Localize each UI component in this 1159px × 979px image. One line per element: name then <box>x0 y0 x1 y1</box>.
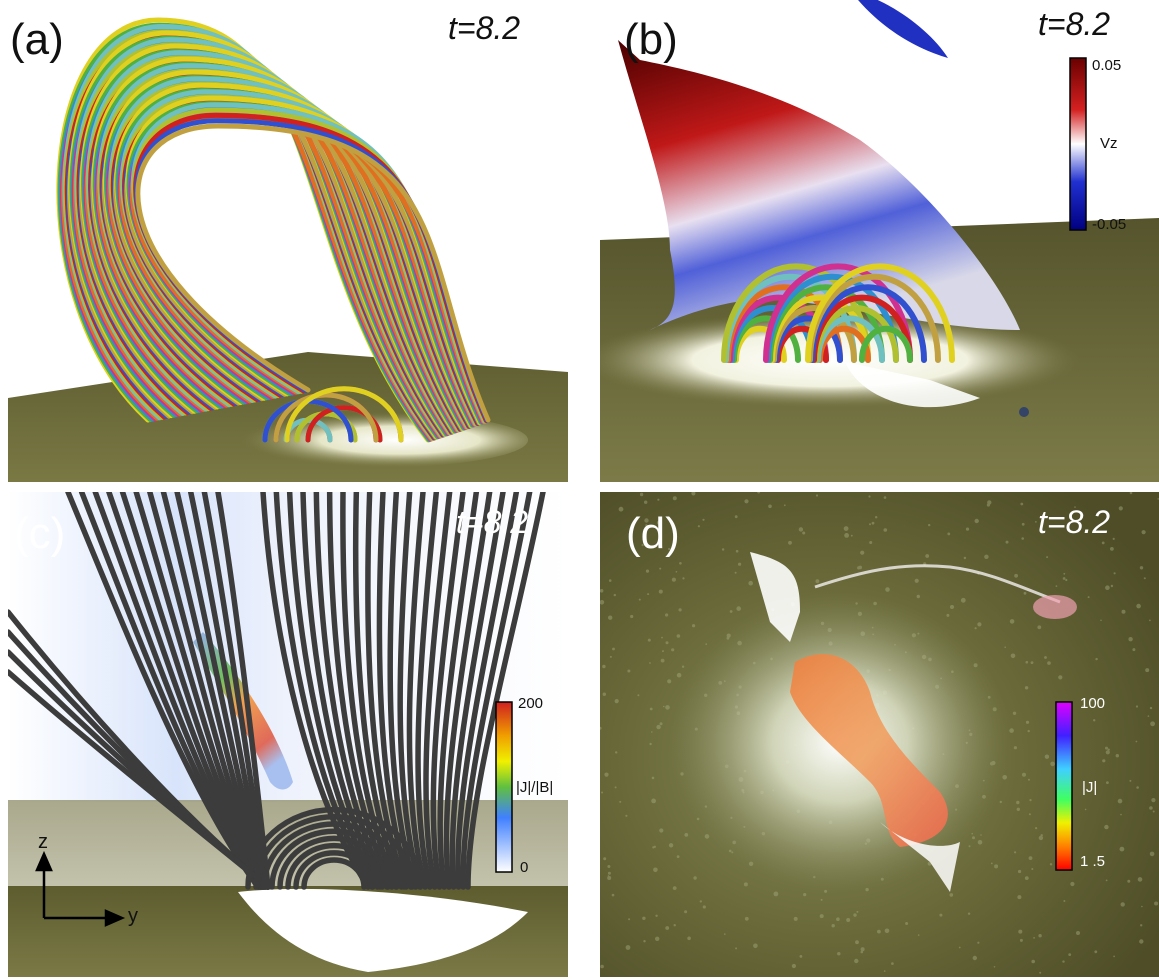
axis-label-z: z <box>38 831 48 853</box>
field-line <box>135 123 491 423</box>
field-line <box>443 492 493 890</box>
j-colorbar <box>1055 701 1073 871</box>
closed-loop <box>301 857 367 890</box>
time-label-a: t=8.2 <box>448 10 521 46</box>
field-line <box>187 492 269 890</box>
colorbar-max-b: 0.05 <box>1092 57 1122 74</box>
field-line <box>423 492 453 890</box>
panel-label-d: (d) <box>626 509 680 558</box>
panel-d-figure <box>600 492 1159 977</box>
colorbar-max-c: 200 <box>518 695 544 712</box>
panel-c: (c) t=8.2 200 |J|/|B| 0 z y <box>8 492 568 977</box>
field-line <box>313 492 390 890</box>
field-line <box>365 492 409 890</box>
closed-loop <box>293 850 375 890</box>
axis-triad <box>35 850 126 927</box>
post-flare-loop <box>859 325 913 363</box>
panel-a: (a) t=8.2 <box>8 0 568 482</box>
closed-loop <box>269 828 399 890</box>
field-line <box>174 492 269 890</box>
flare-ribbon <box>880 822 960 892</box>
closed-loop <box>253 814 415 890</box>
field-line <box>415 492 440 890</box>
panel-label-b: (b) <box>624 15 678 64</box>
time-label-d: t=8.2 <box>1038 504 1111 540</box>
colorbar-max-d: 100 <box>1080 695 1106 712</box>
panel-b-figure <box>600 0 1159 482</box>
time-label-b: t=8.2 <box>1038 6 1111 42</box>
panel-b: (b) t=8.2 0.05 Vz -0.05 <box>600 0 1159 482</box>
flux-rope-field-lines <box>56 17 491 443</box>
colorbar-title-b: Vz <box>1100 135 1118 152</box>
panel-c-figure <box>8 492 568 977</box>
time-label-c: t=8.2 <box>456 504 529 540</box>
panel-d: (d) t=8.2 100 |J| 1 .5 <box>600 492 1159 977</box>
bright-jet <box>750 552 800 642</box>
field-line <box>449 492 506 890</box>
small-feature <box>1019 407 1029 417</box>
low-loop <box>273 392 379 443</box>
panel-a-figure <box>8 17 568 482</box>
post-flare-loops <box>721 263 955 363</box>
field-line <box>340 492 400 890</box>
current-density-rope <box>790 653 948 847</box>
field-line <box>160 492 268 890</box>
closed-loop <box>277 835 391 890</box>
vz-colorbar <box>1069 57 1087 231</box>
low-loop <box>305 405 383 443</box>
field-lines <box>8 492 546 890</box>
remote-brightening <box>1033 595 1077 619</box>
velocity-sheet-isosurface <box>618 40 1020 330</box>
field-line <box>406 492 428 890</box>
flare-ribbon <box>845 362 980 408</box>
colorbar-title-c: |J|/|B| <box>516 779 554 796</box>
field-line <box>119 492 265 890</box>
colorbar-title-d: |J| <box>1082 779 1098 796</box>
field-line <box>460 492 533 890</box>
closed-loop <box>261 821 407 890</box>
closed-loop <box>245 806 423 890</box>
field-line <box>465 492 546 890</box>
field-line <box>8 669 271 890</box>
post-flare-loop <box>805 263 955 363</box>
field-line <box>133 492 266 890</box>
coronal-loop <box>814 564 1061 604</box>
colorbar-min-d: 1 .5 <box>1080 853 1106 870</box>
panel-label-c: (c) <box>14 509 66 558</box>
closed-loop <box>285 842 383 890</box>
colorbar-min-b: -0.05 <box>1092 216 1127 233</box>
colorbar-min-c: 0 <box>520 859 529 876</box>
ejecta-blob <box>858 0 948 58</box>
field-line <box>106 492 264 890</box>
field-line <box>437 492 480 890</box>
jb-colorbar <box>495 701 513 873</box>
field-line <box>397 492 424 890</box>
field-line <box>92 492 263 890</box>
flare-ribbon <box>238 888 528 972</box>
field-line <box>455 492 520 890</box>
field-line <box>430 492 466 890</box>
axis-label-y: y <box>128 905 138 927</box>
panel-label-a: (a) <box>10 15 64 64</box>
low-loop <box>284 386 404 443</box>
field-line <box>147 492 267 890</box>
post-flare-loop <box>763 263 913 363</box>
